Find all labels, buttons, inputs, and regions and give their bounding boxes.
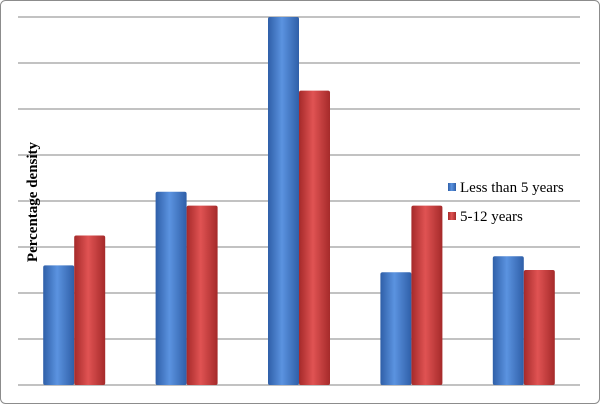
bar-series-2-category-4 <box>411 205 443 385</box>
bar-series-2-category-2 <box>186 205 218 385</box>
bar-series-2-category-5 <box>523 270 555 385</box>
bars <box>43 17 555 385</box>
bar-series-2-category-3 <box>299 90 330 385</box>
bar-series-1-category-2 <box>155 191 187 385</box>
legend-label-series-1: Less than 5 years <box>460 180 564 196</box>
legend-marker-series-1 <box>448 183 456 191</box>
legend-marker-series-2 <box>448 212 456 220</box>
bar-series-2-category-1 <box>74 235 106 385</box>
y-axis-label: Percentage density <box>25 141 41 262</box>
bar-series-1-category-4 <box>380 272 412 385</box>
legend: Less than 5 years 5-12 years <box>448 180 564 225</box>
bar-series-1-category-5 <box>492 256 524 385</box>
bar-series-1-category-1 <box>43 265 75 385</box>
bar-series-1-category-3 <box>268 17 299 385</box>
legend-label-series-2: 5-12 years <box>460 209 523 225</box>
